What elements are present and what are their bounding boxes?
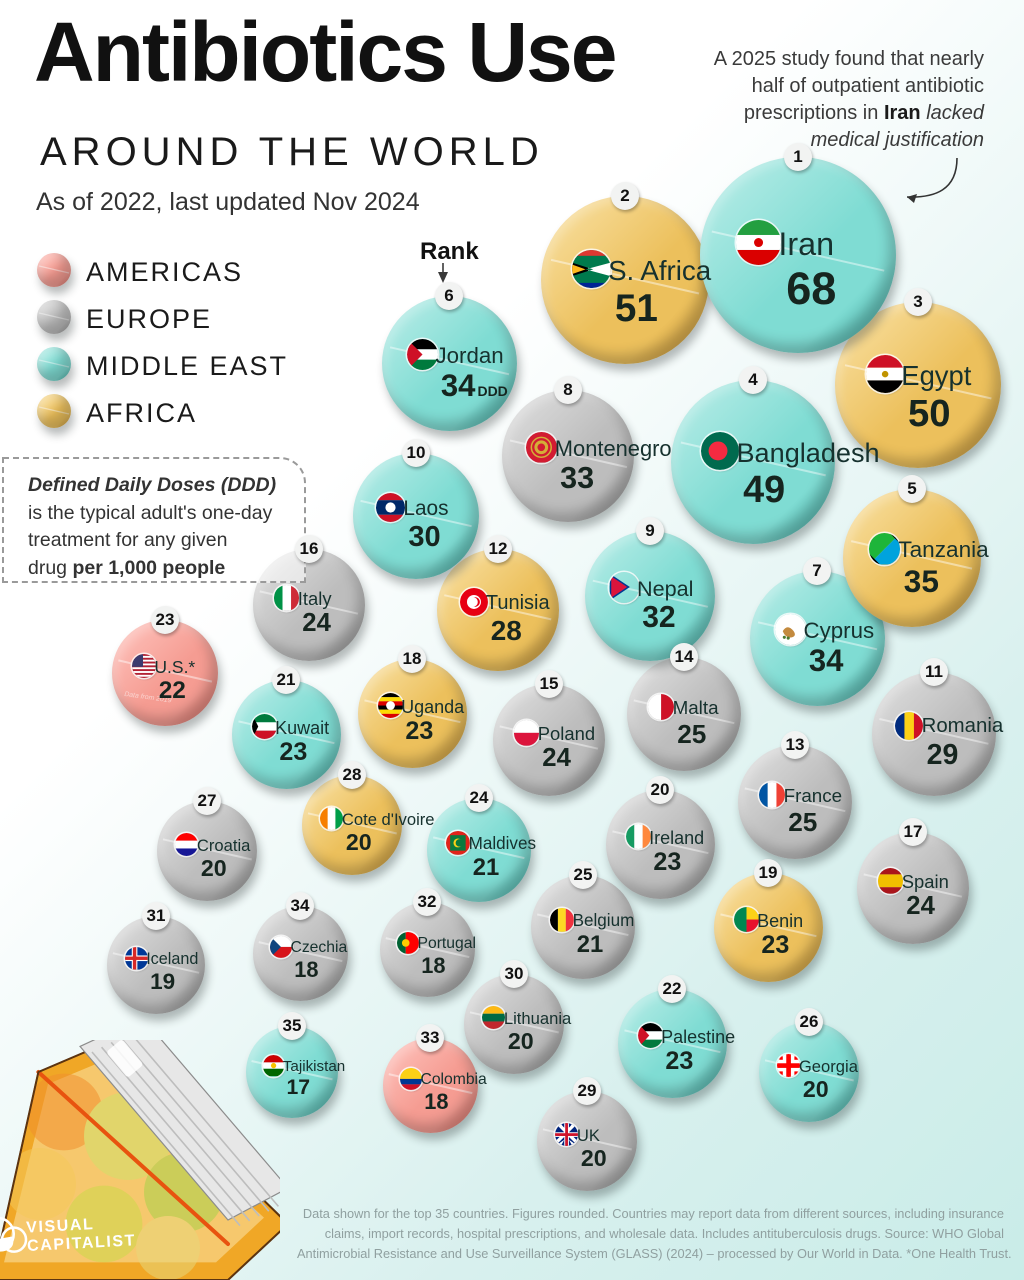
svg-text:VISUAL: VISUAL	[26, 1216, 95, 1237]
